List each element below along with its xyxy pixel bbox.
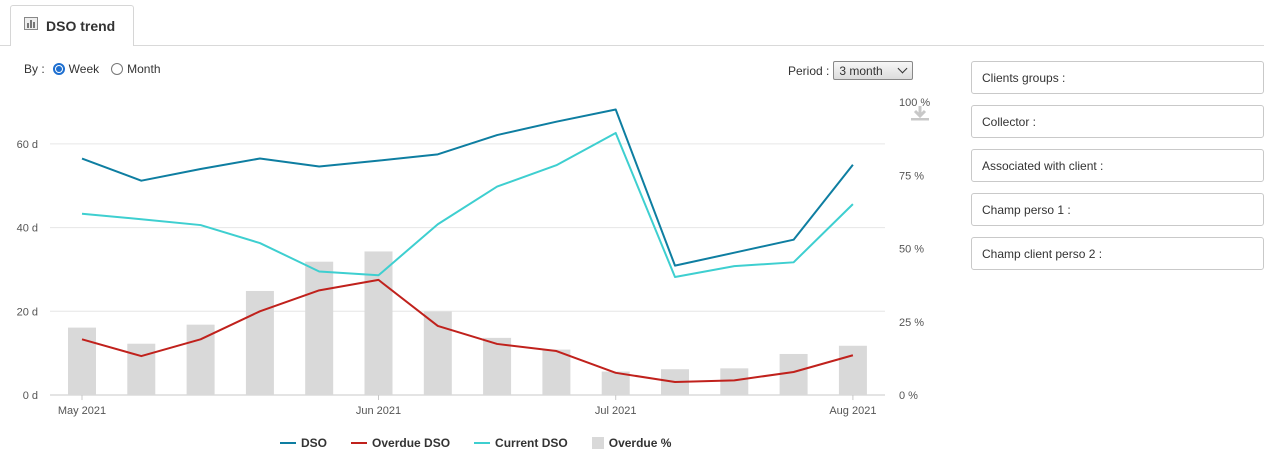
y-left-tick-label: 20 d xyxy=(17,306,38,318)
chevron-down-icon xyxy=(897,63,908,74)
legend-dso-label: DSO xyxy=(301,436,328,450)
overdue-pct-bar xyxy=(364,251,393,395)
legend-overdue-dso-label: Overdue DSO xyxy=(372,436,451,450)
period-selector: Period : 3 month xyxy=(788,61,914,80)
overdue-pct-bar xyxy=(720,368,749,395)
y-right-tick-label: 50 % xyxy=(899,244,924,256)
month-label[interactable]: Month xyxy=(127,62,161,76)
download-icon[interactable] xyxy=(910,105,930,126)
y-left-tick-label: 40 d xyxy=(17,223,38,235)
period-value: 3 month xyxy=(839,63,883,78)
week-radio[interactable] xyxy=(52,63,65,75)
filter-associated-client[interactable]: Associated with client : xyxy=(971,149,1264,182)
filter-champ-client-perso-2[interactable]: Champ client perso 2 : xyxy=(971,237,1264,270)
chart-icon xyxy=(24,17,38,35)
filter-clients-groups[interactable]: Clients groups : xyxy=(971,61,1264,94)
overdue-pct-bar xyxy=(305,261,334,395)
legend-overdue-pct-swatch xyxy=(591,437,604,449)
y-right-tick-label: 100 % xyxy=(899,97,930,109)
legend-dso[interactable]: DSO xyxy=(280,436,327,450)
y-right-tick-label: 0 % xyxy=(899,390,918,402)
overdue-pct-bar xyxy=(601,371,630,395)
x-tick-label: Aug 2021 xyxy=(829,405,876,417)
overdue-pct-bar xyxy=(245,290,274,395)
y-right-tick-label: 25 % xyxy=(899,317,924,329)
x-tick-label: Jul 2021 xyxy=(595,405,637,417)
legend-overdue-pct-label: Overdue % xyxy=(608,436,672,450)
overdue-pct-bar xyxy=(838,345,867,395)
period-select[interactable]: 3 month xyxy=(833,61,914,80)
tab-title: DSO trend xyxy=(46,18,116,34)
current-dso-line xyxy=(81,131,854,278)
by-selector: By : Week Month xyxy=(24,62,161,76)
filter-champ-perso-1[interactable]: Champ perso 1 : xyxy=(971,193,1264,226)
overdue-pct-bar xyxy=(186,324,215,395)
by-label: By : xyxy=(24,62,45,76)
chart-legend: DSO Overdue DSO Current DSO Overdue % xyxy=(280,436,671,450)
overdue-pct-bar xyxy=(127,343,156,395)
legend-current-dso-swatch xyxy=(474,442,491,444)
period-label: Period : xyxy=(788,63,830,78)
legend-dso-swatch xyxy=(280,442,296,444)
legend-current-dso-label: Current DSO xyxy=(495,436,568,450)
tab-dso-trend[interactable]: DSO trend xyxy=(10,5,134,46)
overdue-dso-line xyxy=(81,278,854,384)
y-left-tick-label: 0 d xyxy=(23,390,38,402)
overdue-pct-bar xyxy=(542,349,571,395)
overdue-pct-bar xyxy=(779,353,808,395)
overdue-pct-bar xyxy=(68,327,96,395)
dso-chart: 0 d 20 d 40 d 60 d 0 % 25 % 50 % 75 % 100 % May 2… xyxy=(17,97,930,417)
legend-current-dso[interactable]: Current DSO xyxy=(474,436,568,450)
x-tick-label: May 2021 xyxy=(58,405,106,417)
legend-overdue-pct[interactable]: Overdue % xyxy=(591,436,672,450)
overdue-pct-bar xyxy=(483,337,512,395)
week-label[interactable]: Week xyxy=(68,62,100,76)
y-left-tick-label: 60 d xyxy=(17,139,38,151)
y-right-tick-label: 75 % xyxy=(899,170,924,182)
month-radio[interactable] xyxy=(111,63,124,75)
overdue-pct-bar xyxy=(423,311,452,395)
x-tick-label: Jun 2021 xyxy=(356,405,401,417)
filters-panel: Clients groups : Collector : Associated … xyxy=(971,61,1264,281)
tab-divider xyxy=(0,45,1264,46)
legend-overdue-dso-swatch xyxy=(351,442,368,444)
legend-overdue-dso[interactable]: Overdue DSO xyxy=(351,436,450,450)
filter-collector[interactable]: Collector : xyxy=(971,105,1264,138)
dso-line xyxy=(81,108,854,267)
